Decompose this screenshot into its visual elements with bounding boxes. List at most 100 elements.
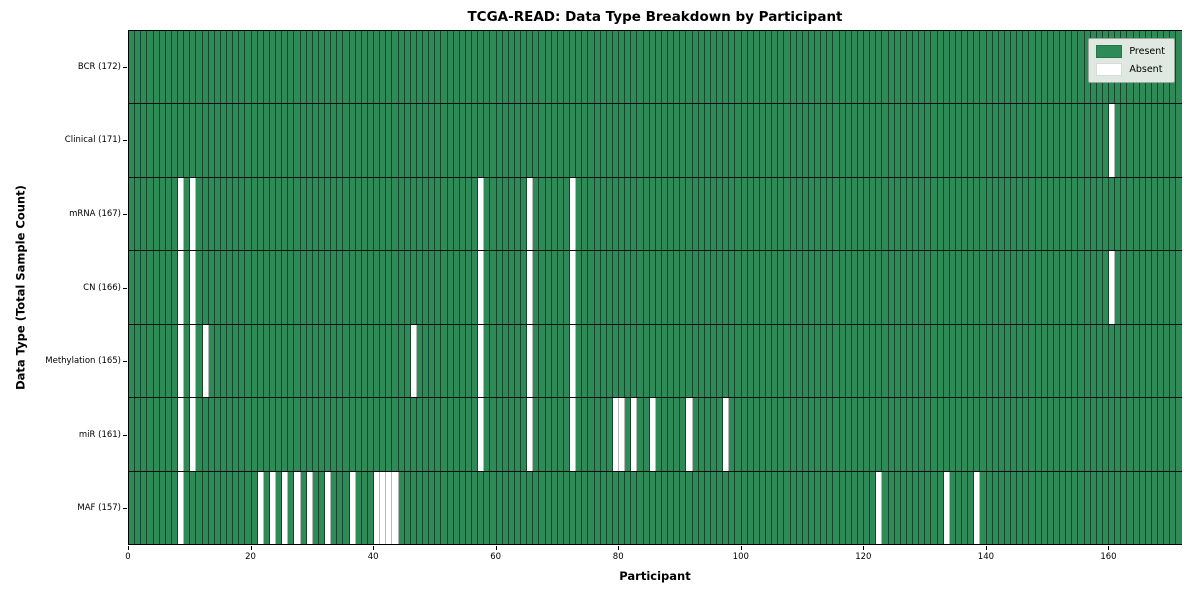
heatmap-cell <box>484 177 491 251</box>
heatmap-cell <box>1151 471 1158 544</box>
heatmap-cell <box>208 251 215 324</box>
heatmap-cell <box>729 104 736 177</box>
heatmap-cell <box>496 251 503 324</box>
heatmap-cell <box>612 324 619 398</box>
heatmap-cell <box>1139 251 1146 324</box>
heatmap-cell <box>318 31 325 104</box>
heatmap-cell <box>980 31 987 104</box>
heatmap-cell <box>594 398 601 471</box>
heatmap-cell <box>239 398 246 471</box>
heatmap-cell <box>937 31 944 104</box>
heatmap-cell <box>888 471 895 544</box>
heatmap-cell <box>723 398 730 471</box>
heatmap-cell <box>288 471 295 544</box>
heatmap-cell <box>300 177 307 251</box>
heatmap-cell <box>747 324 754 398</box>
heatmap-cell <box>453 104 460 177</box>
heatmap-cell <box>521 31 528 104</box>
heatmap-cell <box>263 31 270 104</box>
heatmap-cell <box>202 177 209 251</box>
heatmap-cell <box>276 471 283 544</box>
heatmap-cell <box>159 471 166 544</box>
heatmap-cell <box>478 31 485 104</box>
heatmap-row-Methylation <box>129 323 1182 398</box>
heatmap-cell <box>276 324 283 398</box>
heatmap-cell <box>778 104 785 177</box>
heatmap-cell <box>1109 471 1116 544</box>
x-tick-mark <box>250 546 252 550</box>
heatmap-cell <box>766 398 773 471</box>
heatmap-cell <box>631 104 638 177</box>
heatmap-cell <box>833 31 840 104</box>
heatmap-cell <box>710 31 717 104</box>
heatmap-cell <box>1176 31 1182 104</box>
heatmap-cell <box>1133 177 1140 251</box>
heatmap-cell <box>882 398 889 471</box>
heatmap-cell <box>1029 398 1036 471</box>
heatmap-cell <box>766 104 773 177</box>
heatmap-cell <box>747 177 754 251</box>
heatmap-cell <box>955 104 962 177</box>
heatmap-cell <box>1011 471 1018 544</box>
heatmap-cell <box>423 177 430 251</box>
heatmap-cell <box>570 398 577 471</box>
heatmap-cell <box>594 324 601 398</box>
heatmap-cell <box>986 104 993 177</box>
heatmap-cell <box>1139 471 1146 544</box>
heatmap-cell <box>790 251 797 324</box>
heatmap-cell <box>1096 471 1103 544</box>
heatmap-cell <box>288 251 295 324</box>
heatmap-cell <box>784 177 791 251</box>
heatmap-cell <box>833 324 840 398</box>
heatmap-cell <box>674 251 681 324</box>
heatmap-cell <box>882 251 889 324</box>
heatmap-cell <box>294 104 301 177</box>
heatmap-cell <box>692 31 699 104</box>
heatmap-cell <box>496 398 503 471</box>
heatmap-cell <box>649 324 656 398</box>
heatmap-cell <box>447 324 454 398</box>
heatmap-cell <box>514 177 521 251</box>
heatmap-cell <box>949 471 956 544</box>
heatmap-cell <box>766 177 773 251</box>
heatmap-cell <box>404 398 411 471</box>
heatmap-cell <box>686 177 693 251</box>
heatmap-cell <box>147 31 154 104</box>
heatmap-cell <box>833 104 840 177</box>
heatmap-cell <box>306 398 313 471</box>
heatmap-cell <box>655 251 662 324</box>
heatmap-cell <box>337 471 344 544</box>
heatmap-cell <box>1047 104 1054 177</box>
heatmap-cell <box>233 251 240 324</box>
heatmap-cell <box>135 251 142 324</box>
heatmap-cell <box>600 177 607 251</box>
heatmap-cell <box>661 471 668 544</box>
heatmap-cell <box>159 251 166 324</box>
heatmap-cell <box>269 177 276 251</box>
heatmap-cell <box>563 398 570 471</box>
heatmap-cell <box>545 471 552 544</box>
heatmap-cell <box>196 398 203 471</box>
heatmap-cell <box>998 31 1005 104</box>
heatmap-cell <box>1011 398 1018 471</box>
heatmap-cell <box>974 398 981 471</box>
heatmap-cell <box>557 398 564 471</box>
heatmap-cell <box>429 251 436 324</box>
heatmap-cell <box>386 104 393 177</box>
heatmap-cell <box>208 398 215 471</box>
heatmap-cell <box>1078 177 1085 251</box>
heatmap-cell <box>1029 471 1036 544</box>
heatmap-cell <box>643 398 650 471</box>
heatmap-cell <box>404 324 411 398</box>
heatmap-cell <box>808 398 815 471</box>
heatmap-cell <box>251 31 258 104</box>
heatmap-cell <box>257 471 264 544</box>
heatmap-cell <box>851 324 858 398</box>
heatmap-cell <box>784 324 791 398</box>
heatmap-cell <box>900 398 907 471</box>
heatmap-cell <box>349 31 356 104</box>
heatmap-row-MAF <box>129 470 1182 544</box>
heatmap-cell <box>643 177 650 251</box>
heatmap-cell <box>919 398 926 471</box>
heatmap-cell <box>1041 251 1048 324</box>
